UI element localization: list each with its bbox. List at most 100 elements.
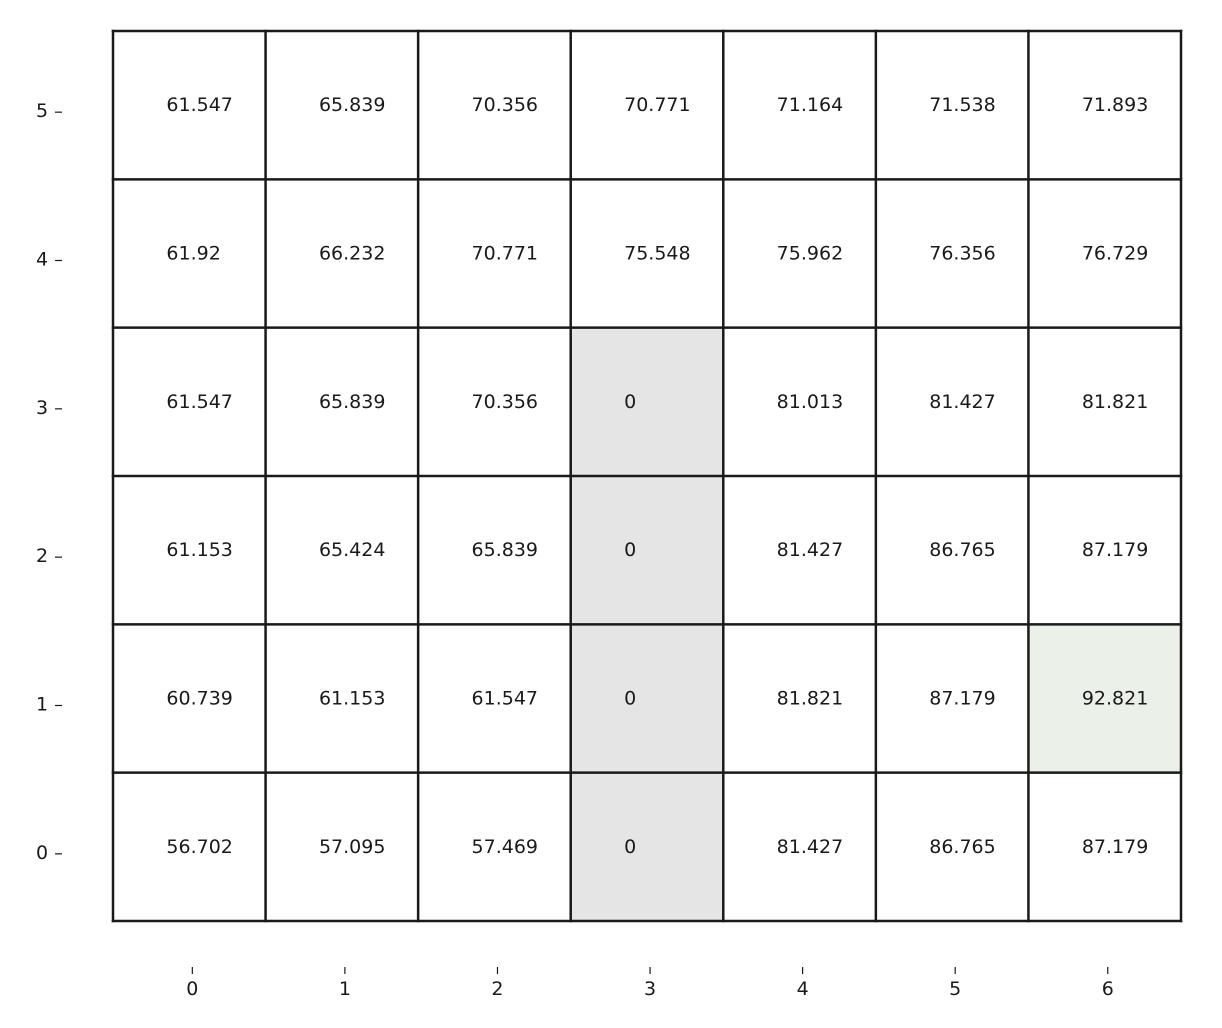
y-tick-label: 1 xyxy=(36,694,48,716)
grid-cell xyxy=(1028,772,1181,921)
cell-value-label: 86.765 xyxy=(929,836,995,858)
grid-cell xyxy=(265,327,419,476)
cell-value-label: 92.821 xyxy=(1082,688,1148,710)
grid-cell xyxy=(570,179,724,328)
grid-cell xyxy=(1028,327,1181,476)
grid-cell xyxy=(418,327,571,476)
grid-cell xyxy=(875,624,1029,773)
grid-cell xyxy=(570,476,724,625)
grid-cell xyxy=(418,772,571,921)
grid-cell xyxy=(113,179,266,328)
cells-layer xyxy=(113,31,1181,921)
grid-cell xyxy=(113,31,266,180)
cell-value-label: 70.771 xyxy=(624,94,690,116)
grid-cell xyxy=(570,772,724,921)
grid-cell xyxy=(723,31,876,180)
x-tick-label: 1 xyxy=(339,978,351,1000)
cell-value-label: 87.179 xyxy=(929,688,995,710)
cell-value-label: 86.765 xyxy=(929,539,995,561)
cell-value-label: 81.427 xyxy=(929,391,995,413)
y-tick-label: 4 xyxy=(36,249,48,271)
x-tick-label: 6 xyxy=(1102,978,1114,1000)
cell-value-label: 0 xyxy=(624,539,636,561)
cell-value-label: 81.427 xyxy=(777,539,843,561)
cell-value-label: 75.548 xyxy=(624,243,690,265)
grid-cell xyxy=(875,476,1029,625)
cell-value-label: 87.179 xyxy=(1082,539,1148,561)
cell-value-label: 76.729 xyxy=(1082,243,1148,265)
grid-cell xyxy=(113,327,266,476)
cell-value-label: 81.427 xyxy=(777,836,843,858)
cell-value-label: 61.547 xyxy=(166,94,232,116)
grid-cell xyxy=(1028,179,1181,328)
gridlines-layer xyxy=(111,29,1183,923)
y-tick-label: 3 xyxy=(36,397,48,419)
grid-cell xyxy=(875,772,1029,921)
grid-cell xyxy=(1028,31,1181,180)
cell-value-label: 87.179 xyxy=(1082,836,1148,858)
grid-cell xyxy=(570,327,724,476)
grid-cell xyxy=(113,624,266,773)
grid-cell xyxy=(1028,476,1181,625)
cell-value-label: 57.469 xyxy=(472,836,538,858)
cell-value-label: 71.538 xyxy=(929,94,995,116)
cell-value-label: 71.893 xyxy=(1082,94,1148,116)
grid-cell xyxy=(418,31,571,180)
y-tick-label: 2 xyxy=(36,545,48,567)
cell-value-label: 56.702 xyxy=(166,836,232,858)
grid-cell xyxy=(723,327,876,476)
grid-cell xyxy=(265,476,419,625)
cell-value-label: 81.821 xyxy=(777,688,843,710)
x-tick-label: 2 xyxy=(491,978,503,1000)
grid-cell xyxy=(265,31,419,180)
cell-labels-layer: 61.547 65.839 70.356 70.771 71.164 71.538 71.8… xyxy=(166,94,1148,858)
grid-cell xyxy=(875,31,1029,180)
cell-value-label: 61.92 xyxy=(166,243,220,265)
cell-value-label: 70.356 xyxy=(472,94,538,116)
grid-cell xyxy=(418,624,571,773)
cell-value-label: 65.424 xyxy=(319,539,385,561)
grid-cell xyxy=(265,772,419,921)
cell-value-label: 70.771 xyxy=(472,243,538,265)
grid-cell xyxy=(570,31,724,180)
grid-cell xyxy=(418,476,571,625)
y-tick-label: 0 xyxy=(36,842,48,864)
grid-cell xyxy=(875,327,1029,476)
cell-value-label: 61.547 xyxy=(472,688,538,710)
x-tick-label: 3 xyxy=(644,978,656,1000)
x-tick-label: 0 xyxy=(186,978,198,1000)
cell-value-label: 66.232 xyxy=(319,243,385,265)
grid-cell xyxy=(723,772,876,921)
cell-value-label: 81.821 xyxy=(1082,391,1148,413)
axis-ticks-layer: 0 1 2 3 4 5 0 1 2 3 4 5 6 xyxy=(36,100,1114,1000)
cell-value-label: 61.153 xyxy=(319,688,385,710)
grid-cell xyxy=(570,624,724,773)
cell-value-label: 0 xyxy=(624,391,636,413)
grid-cell xyxy=(875,179,1029,328)
grid-cell xyxy=(723,179,876,328)
cell-value-label: 76.356 xyxy=(929,243,995,265)
cell-value-label: 75.962 xyxy=(777,243,843,265)
x-tick-label: 5 xyxy=(949,978,961,1000)
cell-value-label: 65.839 xyxy=(319,94,385,116)
cell-value-label: 81.013 xyxy=(777,391,843,413)
grid-cell xyxy=(265,179,419,328)
x-tick-label: 4 xyxy=(797,978,809,1000)
grid-cell xyxy=(265,624,419,773)
y-tick-label: 5 xyxy=(36,100,48,122)
cell-value-label: 61.547 xyxy=(166,391,232,413)
grid-cell xyxy=(418,179,571,328)
cell-value-label: 57.095 xyxy=(319,836,385,858)
cell-value-label: 65.839 xyxy=(319,391,385,413)
cell-value-label: 0 xyxy=(624,836,636,858)
cell-value-label: 71.164 xyxy=(777,94,843,116)
cell-value-label: 61.153 xyxy=(166,539,232,561)
cell-value-label: 60.739 xyxy=(166,688,232,710)
grid-cell xyxy=(1028,624,1181,773)
grid-cell xyxy=(723,624,876,773)
cell-value-label: 0 xyxy=(624,688,636,710)
cell-value-label: 70.356 xyxy=(472,391,538,413)
grid-cell xyxy=(723,476,876,625)
grid-cell xyxy=(113,772,266,921)
